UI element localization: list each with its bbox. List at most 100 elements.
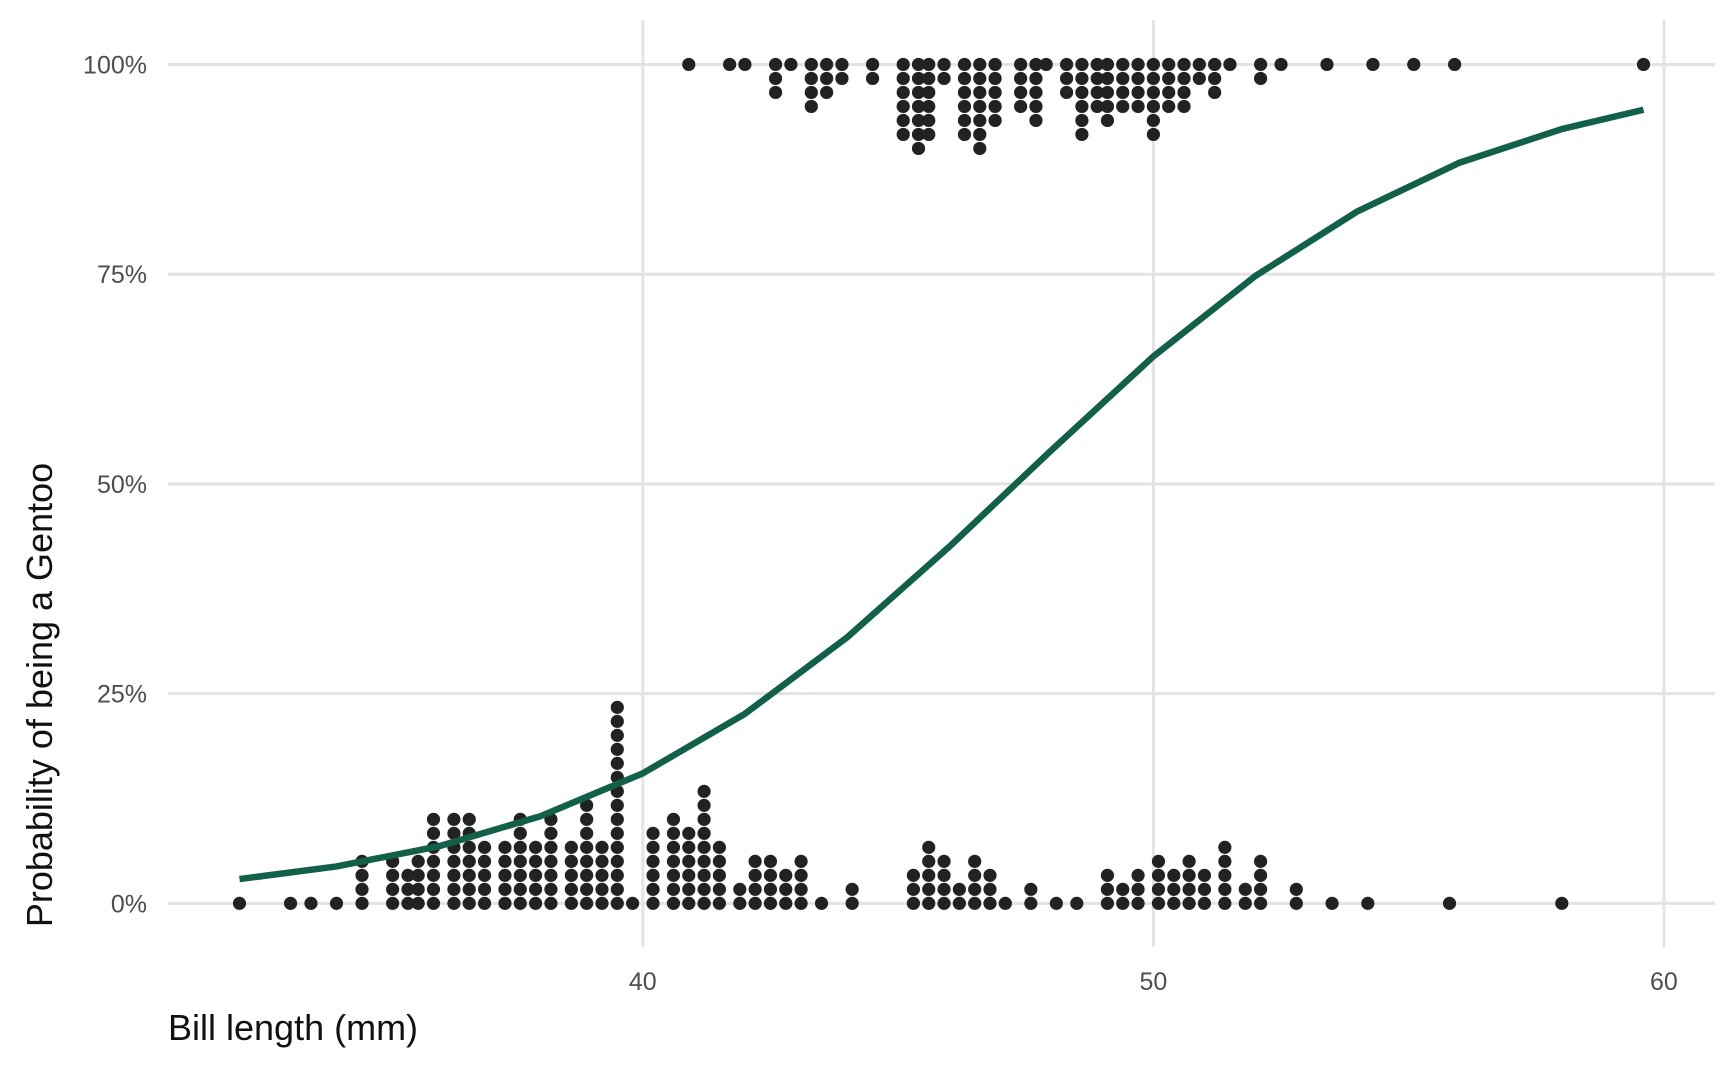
- dot: [952, 882, 966, 896]
- dot: [820, 57, 834, 72]
- dot: [835, 57, 849, 72]
- dot: [1116, 85, 1130, 100]
- dot: [763, 868, 778, 882]
- dot: [712, 840, 727, 854]
- dot: [283, 896, 298, 910]
- dot: [1049, 896, 1063, 910]
- dot: [697, 896, 711, 910]
- dot: [1090, 71, 1104, 86]
- dot: [564, 896, 578, 910]
- dot: [498, 868, 512, 882]
- dot: [610, 854, 624, 868]
- dot: [498, 840, 512, 854]
- dot: [922, 71, 936, 86]
- dot: [804, 57, 818, 72]
- dot: [733, 896, 747, 910]
- dot: [513, 854, 527, 868]
- dot: [1442, 896, 1457, 910]
- dot: [804, 99, 818, 114]
- dot: [983, 896, 997, 910]
- dot: [1167, 882, 1181, 896]
- dot: [1274, 57, 1288, 72]
- dot: [1289, 896, 1303, 910]
- dot: [794, 882, 808, 896]
- dot: [411, 868, 425, 882]
- dot: [595, 896, 609, 910]
- dot: [968, 868, 982, 882]
- dot: [386, 882, 400, 896]
- dot: [529, 840, 543, 854]
- dot: [447, 868, 461, 882]
- dot: [1177, 57, 1191, 72]
- dot: [1075, 71, 1089, 86]
- dot: [1146, 71, 1160, 86]
- dot: [1131, 99, 1145, 114]
- dot: [1116, 99, 1130, 114]
- dot: [626, 896, 640, 910]
- dot: [426, 882, 441, 896]
- dot: [498, 896, 512, 910]
- dot: [544, 882, 558, 896]
- dot: [1029, 113, 1043, 128]
- dot: [865, 71, 880, 86]
- dot: [447, 896, 461, 910]
- dot: [973, 57, 987, 72]
- dot: [906, 868, 921, 882]
- dot: [1197, 896, 1212, 910]
- y-tick-label: 100%: [83, 51, 147, 79]
- dot-layer: [232, 57, 1651, 910]
- dot: [835, 71, 849, 86]
- dot: [697, 826, 711, 840]
- dot: [355, 868, 369, 882]
- dot: [1116, 57, 1130, 72]
- dot: [529, 896, 543, 910]
- dot: [937, 868, 951, 882]
- dot: [723, 57, 737, 72]
- dot: [957, 85, 972, 100]
- dot: [462, 812, 476, 826]
- dot: [1146, 57, 1160, 72]
- dot: [355, 896, 369, 910]
- dot: [988, 113, 1002, 128]
- dot: [580, 854, 594, 868]
- dot: [447, 854, 461, 868]
- dot: [610, 896, 624, 910]
- dot: [1407, 57, 1421, 72]
- dot: [1197, 882, 1212, 896]
- dot: [666, 840, 681, 854]
- dot: [922, 85, 936, 100]
- dot: [682, 854, 696, 868]
- dot: [477, 854, 492, 868]
- dot: [666, 882, 681, 896]
- dot: [666, 896, 681, 910]
- dot: [911, 71, 926, 86]
- dot: [1182, 896, 1196, 910]
- dot: [1151, 882, 1166, 896]
- dot: [906, 882, 921, 896]
- dot: [447, 826, 461, 840]
- dot: [1177, 85, 1191, 100]
- dot: [1029, 85, 1043, 100]
- dot: [896, 71, 910, 86]
- dot: [1162, 99, 1176, 114]
- dot: [937, 71, 951, 86]
- dot: [804, 71, 818, 86]
- dot: [529, 882, 543, 896]
- dot: [712, 868, 727, 882]
- dot: [911, 85, 926, 100]
- dot: [1151, 854, 1166, 868]
- dot: [1075, 57, 1089, 72]
- dot: [1146, 127, 1160, 142]
- dot: [1162, 57, 1176, 72]
- dot: [498, 854, 512, 868]
- dot: [1075, 85, 1089, 100]
- dot: [1090, 99, 1104, 114]
- dot: [544, 854, 558, 868]
- dot: [462, 896, 476, 910]
- dot: [1218, 854, 1232, 868]
- dot: [697, 840, 711, 854]
- dot: [426, 812, 441, 826]
- dot: [896, 85, 910, 100]
- dot: [1218, 882, 1232, 896]
- dot: [1254, 71, 1268, 86]
